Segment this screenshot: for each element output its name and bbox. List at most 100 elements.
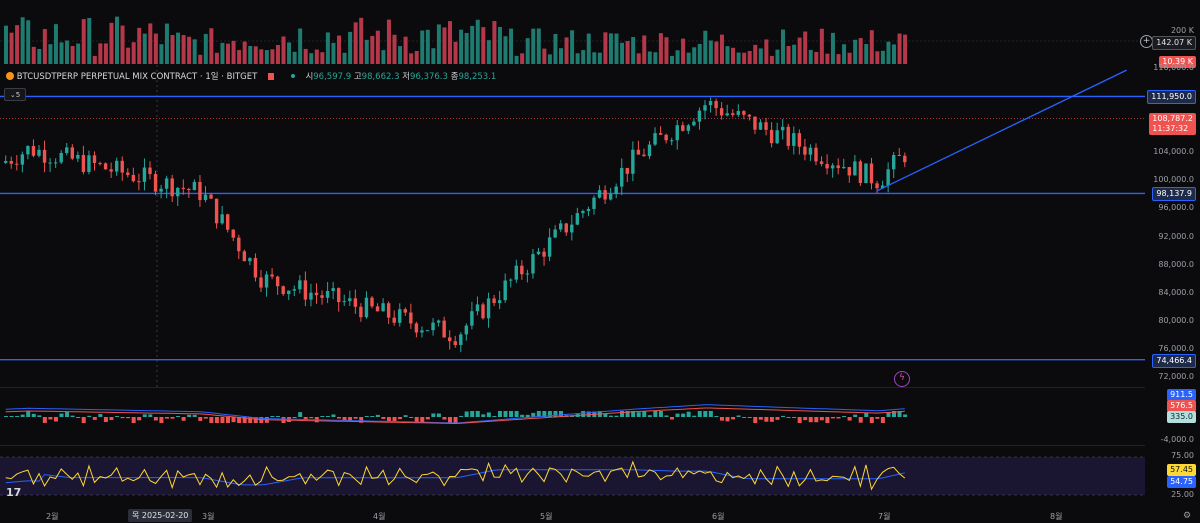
macd-histogram-bar [237, 417, 242, 423]
macd-histogram-bar [775, 417, 780, 420]
candle-body [31, 146, 36, 156]
macd-histogram-bar [531, 412, 536, 417]
candle-body [448, 337, 452, 342]
volume-bar [708, 40, 713, 64]
volume-bar [248, 45, 253, 64]
macd-histogram-bar [92, 417, 97, 420]
candle-body [903, 155, 907, 163]
macd-histogram-bar [353, 417, 358, 419]
candle-body [581, 211, 585, 214]
candle-body [164, 178, 169, 189]
macd-histogram-bar [103, 417, 108, 422]
volume-bar [176, 32, 181, 64]
volume-bar [797, 37, 802, 64]
volume-bar [359, 17, 364, 64]
candle-body [697, 110, 702, 122]
volume-bar [159, 44, 164, 64]
macd-histogram-bar [653, 411, 658, 417]
candle-body [625, 167, 629, 174]
volume-bar [148, 23, 153, 64]
macd-histogram-bar [547, 411, 552, 417]
candle-body [159, 188, 163, 192]
pane-divider[interactable] [0, 387, 1145, 388]
macd-histogram-bar [398, 417, 403, 420]
tradingview-logo[interactable]: 17 [6, 486, 22, 499]
macd-histogram-bar [553, 411, 558, 417]
volume-bar [464, 32, 469, 64]
macd-histogram-bar [187, 414, 192, 417]
macd-histogram-bar [231, 417, 236, 423]
macd-histogram-bar [270, 416, 275, 417]
volume-bar [59, 42, 64, 64]
candle-body [681, 125, 685, 131]
candle-body [115, 160, 119, 172]
macd-hist-tag: 335.0 [1167, 411, 1196, 423]
indicator-collapse-button[interactable]: ⌄ 5 [4, 88, 26, 101]
macd-histogram-bar [425, 417, 430, 420]
volume-bar [120, 25, 125, 65]
macd-histogram-bar [115, 416, 119, 417]
volume-bar [170, 34, 175, 64]
volume-bar [903, 34, 908, 64]
volume-bar [98, 43, 103, 64]
candle-body [331, 288, 335, 292]
macd-histogram-bar [625, 411, 630, 417]
pane-divider[interactable] [0, 445, 1145, 446]
rsi-tick: 75.00 [1171, 451, 1194, 460]
candle-body [375, 306, 380, 312]
macd-histogram-bar [48, 417, 53, 420]
candle-body [209, 194, 213, 199]
macd-histogram-bar [681, 413, 686, 417]
macd-histogram-bar [298, 412, 303, 417]
candle-body [386, 303, 391, 318]
volume-bar [658, 33, 663, 64]
volume-bar [425, 29, 430, 65]
macd-histogram-bar [797, 417, 802, 423]
macd-histogram-bar [814, 417, 819, 423]
volume-bar [719, 34, 724, 64]
macd-histogram-bar [642, 411, 647, 417]
candle-body [76, 154, 80, 159]
volume-bar [9, 32, 14, 64]
macd-histogram-bar [153, 417, 158, 421]
macd-histogram-bar [492, 416, 497, 417]
candle-body [92, 155, 97, 164]
candle-body [714, 101, 718, 109]
candlestick-chart[interactable] [0, 65, 1145, 387]
macd-histogram-bar [459, 415, 464, 417]
macd-histogram-bar [603, 413, 608, 417]
candle-body [309, 292, 313, 300]
volume-bar [542, 48, 547, 64]
macd-histogram-bar [81, 417, 86, 423]
volume-bar [731, 47, 736, 64]
candle-body [692, 121, 696, 126]
alert-flag-icon[interactable] [268, 73, 275, 80]
candle-body [103, 163, 108, 170]
volume-bar [880, 50, 885, 64]
volume-bar [697, 43, 702, 64]
flash-icon[interactable]: ϟ [894, 371, 910, 387]
price-panel[interactable] [0, 65, 1145, 387]
volume-bar [664, 37, 669, 64]
volume-bar [869, 30, 874, 64]
candle-body [642, 154, 646, 157]
macd-histogram-bar [497, 411, 502, 417]
candle-body [570, 224, 574, 233]
status-dot-icon [290, 74, 295, 78]
macd-histogram-bar [808, 417, 813, 423]
exchange-icon [6, 72, 14, 80]
symbol-title[interactable]: BTCUSDTPERP PERPETUAL MIX CONTRACT · 1일 … [16, 72, 258, 82]
volume-bar [886, 41, 891, 64]
candle-body [497, 300, 502, 304]
settings-icon[interactable]: ⚙ [1183, 511, 1192, 521]
volume-bar [342, 52, 347, 64]
candle-body [298, 280, 302, 290]
candle-body [892, 155, 896, 170]
price-axis[interactable]: 116,000.0 104,000.0 100,000.0 96,000.0 92,00… [1145, 63, 1200, 387]
volume-bar [792, 44, 797, 64]
volume-bar [137, 27, 142, 64]
crosshair-date-label: 목 2025-02-20 [128, 509, 193, 522]
candle-body [586, 209, 591, 212]
macd-histogram-bar [203, 417, 208, 419]
macd-histogram-bar [853, 414, 858, 417]
